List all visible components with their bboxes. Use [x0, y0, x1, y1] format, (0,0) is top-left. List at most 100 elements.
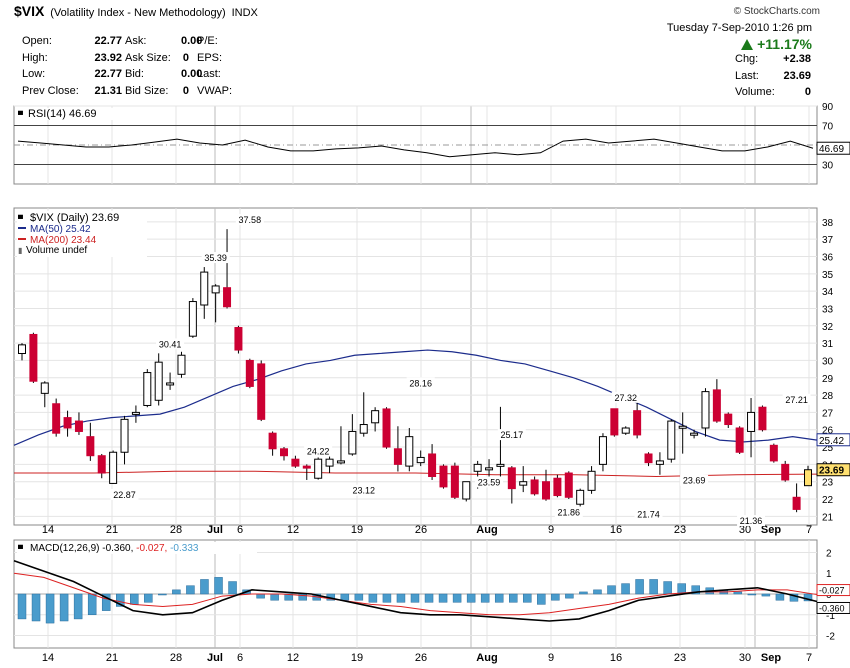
price-annotation: 35.39 — [204, 253, 227, 263]
quote-label: Bid: — [125, 68, 144, 80]
quote-label: EPS: — [197, 51, 223, 64]
candle-body — [131, 411, 140, 415]
x-tick-label: 7 — [806, 524, 812, 536]
macd-line — [13, 560, 818, 622]
candle-body — [542, 481, 550, 500]
candle-body — [553, 477, 562, 497]
macd-hist-bar — [228, 581, 237, 595]
quote-row: High: 23.92 — [22, 50, 122, 67]
chart-title: $VIX (Volatility Index - New Methodology… — [14, 3, 258, 19]
quote-value: 22.77 — [94, 68, 122, 80]
x-tick-label: Sep — [761, 524, 781, 536]
price-annotation: 21.74 — [637, 510, 660, 520]
price-annotation: 22.87 — [113, 490, 136, 500]
price-annotation: 23.69 — [683, 476, 706, 486]
price-tick-label: 36 — [822, 253, 834, 264]
macd-legend-icon: ▀ — [18, 544, 23, 553]
candle-body — [428, 453, 437, 477]
macd-hist-bar — [87, 593, 97, 616]
quote-row: Last: 23.69 — [735, 68, 811, 85]
candle-body — [74, 420, 83, 432]
macd-hist-bar — [761, 593, 771, 597]
x-tick-label: 21 — [106, 652, 118, 664]
price-tick-label: 30 — [822, 356, 834, 367]
candle-body — [143, 372, 152, 406]
annotation-bg — [782, 393, 811, 405]
brand-logo: © StockCharts.com — [733, 6, 820, 17]
x-tick-label: Jul — [207, 524, 223, 536]
quote-label: P/E: — [197, 35, 218, 47]
price-tick-label: 31 — [822, 339, 834, 350]
up-arrow-icon — [741, 39, 754, 50]
volume-legend-icon: ▮ — [18, 246, 22, 255]
quote-label: Low: — [22, 68, 46, 80]
price-tick-label: 32 — [822, 322, 834, 333]
macd-hist-bar — [621, 583, 630, 595]
macd-signal-line — [13, 572, 818, 616]
change-percent-value: +11.17% — [757, 36, 812, 52]
quote-label: High: — [22, 51, 48, 64]
x-tick-label: 12 — [287, 524, 299, 536]
candle-body — [200, 271, 209, 306]
rsi-tick-label: 90 — [822, 102, 834, 113]
candle-body — [450, 465, 459, 498]
quote-label: Prev Close: — [22, 84, 79, 97]
price-annotation: 21.86 — [558, 507, 581, 517]
macd-hist-bar — [452, 593, 462, 603]
price-tick-label: 38 — [822, 218, 834, 229]
price-tick-label: 27 — [822, 408, 834, 419]
macd-hist-bar — [368, 593, 378, 603]
macd-tick-label: -1 — [826, 611, 835, 622]
price-annotation: 21.36 — [740, 516, 763, 526]
x-tick-label: 23 — [674, 652, 686, 664]
quote-value: +2.38 — [783, 53, 811, 65]
candle-body — [473, 463, 482, 472]
price-tick-label: 26 — [822, 426, 834, 437]
annotation-bg — [110, 488, 139, 500]
macd-tick-label: -2 — [826, 632, 835, 643]
x-tick-label: 30 — [739, 652, 751, 664]
candle-body — [336, 460, 345, 464]
candle-body — [63, 417, 72, 429]
quote-value: 21.31 — [94, 84, 122, 97]
macd-hist-bar — [31, 593, 41, 622]
last-value-box — [816, 463, 850, 477]
price-annotation: 30.41 — [159, 339, 182, 349]
macd-hist-bar — [494, 593, 504, 603]
x-tick-label: 19 — [351, 652, 363, 664]
price-annotation: 27.21 — [785, 395, 808, 405]
x-tick-label: 30 — [739, 524, 751, 536]
price-tick-label: 35 — [822, 270, 834, 281]
annotation-bg — [475, 476, 504, 488]
candle-body — [416, 456, 425, 464]
price-tick-label: 22 — [822, 495, 834, 506]
x-tick-label: 14 — [42, 524, 54, 536]
macd-hist-bar — [523, 593, 532, 603]
x-tick-label: Jul — [207, 652, 223, 664]
quote-value: 22.77 — [94, 35, 122, 47]
quote-row: Low: 22.77 — [22, 66, 122, 83]
candle-body — [166, 382, 175, 386]
macd-hist-bar — [214, 577, 223, 595]
legend-bg — [17, 108, 157, 120]
candle-body — [598, 436, 607, 465]
macd-hist-bar — [144, 593, 153, 603]
candle-body — [701, 391, 710, 429]
candle-body — [29, 333, 38, 382]
quote-value: 0 — [804, 86, 811, 98]
candle-body — [735, 427, 744, 453]
candle-body — [804, 469, 812, 487]
candle-body — [86, 436, 95, 457]
candle-body — [724, 413, 733, 426]
candle-body — [462, 481, 471, 500]
price-tick-label: 29 — [822, 374, 834, 385]
macd-tick-label: 1 — [826, 569, 832, 580]
candle-body — [268, 432, 277, 450]
x-tick-label: 7 — [806, 652, 812, 664]
price-annotation: 23.12 — [352, 486, 375, 496]
quote-row: Chg: +2.38 — [735, 51, 811, 68]
candle-body — [758, 406, 767, 431]
macd-hist-bar — [747, 593, 757, 596]
price-tick-label: 25 — [822, 443, 834, 454]
